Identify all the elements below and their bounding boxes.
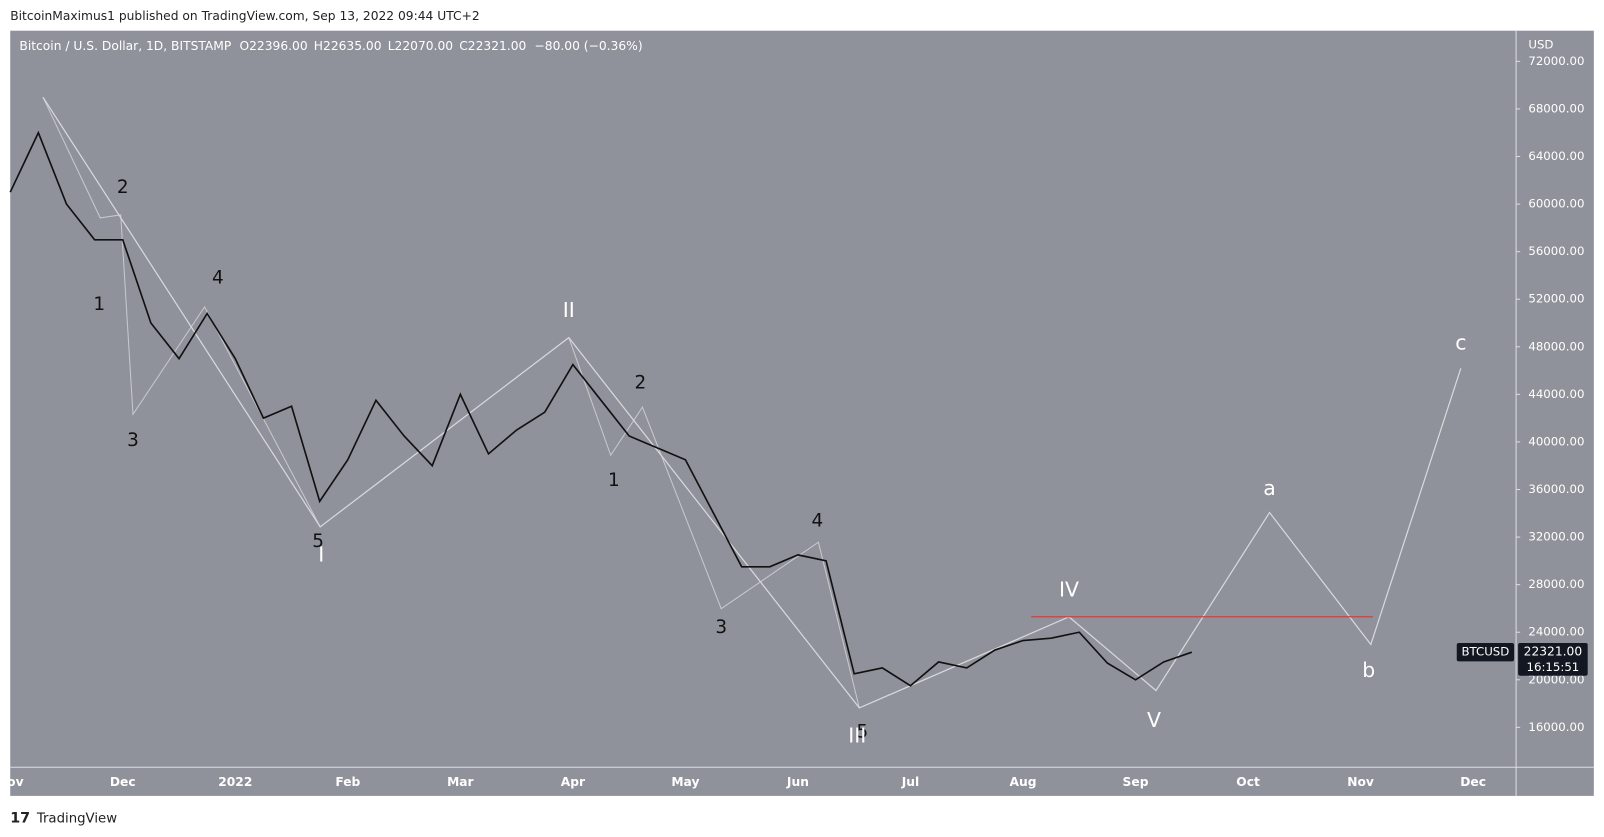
x-tick-label: Dec — [1460, 775, 1486, 789]
wave-label: IV — [1059, 577, 1079, 601]
wave-label: 2 — [635, 373, 647, 394]
x-tick-label: Nov — [1347, 775, 1374, 789]
symbol-title: Bitcoin / U.S. Dollar, 1D, BITSTAMP — [19, 39, 231, 53]
x-tick-label: 2022 — [218, 775, 252, 789]
wave-label: 5 — [312, 531, 324, 552]
wave-label: 3 — [715, 617, 727, 638]
x-tick-label: Dec — [110, 775, 136, 789]
ohlc-value: 22321.00 — [468, 39, 527, 53]
symbol-tag-text: BTCUSD — [1461, 645, 1509, 659]
x-tick-label: Aug — [1009, 775, 1036, 789]
ohlc-value: 22635.00 — [323, 39, 382, 53]
y-tick-label: 68000.00 — [1528, 101, 1584, 115]
wave-label: V — [1147, 708, 1161, 732]
y-tick-label: 28000.00 — [1528, 577, 1584, 591]
ohlc-key: C — [459, 39, 468, 53]
x-tick-label: Mar — [447, 775, 474, 789]
price-tag — [1518, 642, 1588, 676]
wave-label: a — [1263, 476, 1276, 500]
y-tick-label: 20000.00 — [1528, 672, 1584, 686]
y-tick-label: 64000.00 — [1528, 149, 1584, 163]
wave-label: III — [848, 724, 866, 748]
x-tick-label: Apr — [561, 775, 586, 789]
y-tick-label: 48000.00 — [1528, 339, 1584, 353]
wave-label: 3 — [127, 430, 139, 451]
x-tick-label: May — [671, 775, 699, 789]
price-line — [9, 130, 1193, 687]
x-tick-label: Jun — [786, 775, 809, 789]
countdown: 16:15:51 — [1527, 660, 1580, 674]
y-tick-label: 60000.00 — [1528, 197, 1584, 211]
wave-label: 1 — [93, 294, 105, 315]
y-tick-label: 36000.00 — [1528, 482, 1584, 496]
y-tick-label: 16000.00 — [1528, 720, 1584, 734]
y-tick-label: 32000.00 — [1528, 530, 1584, 544]
price-tag-text: 22321.00 — [1524, 645, 1583, 659]
minor-wave — [42, 96, 321, 528]
y-tick-label: 52000.00 — [1528, 292, 1584, 306]
wave-label: 2 — [117, 177, 129, 198]
change: −80.00 (−0.36%) — [535, 39, 643, 53]
wave-label: 4 — [812, 511, 824, 532]
publish-info: BitcoinMaximus1 published on TradingView… — [10, 9, 479, 23]
wave-label: 4 — [212, 267, 224, 288]
wave-label: c — [1455, 331, 1466, 355]
chart-background — [10, 30, 1594, 796]
y-axis-label: USD — [1528, 38, 1553, 52]
wave-label: II — [563, 298, 575, 322]
wave-label: 5 — [857, 721, 869, 742]
wave-label: b — [1362, 658, 1375, 682]
ohlc-key: H — [314, 39, 323, 53]
x-tick-label: Oct — [1236, 775, 1260, 789]
wave-label: I — [318, 542, 324, 566]
x-tick-label: Nov — [0, 775, 24, 789]
symbol-tag — [1456, 642, 1515, 662]
y-tick-label: 56000.00 — [1528, 244, 1584, 258]
minor-wave — [568, 337, 860, 709]
logo-mark: 17 — [10, 810, 30, 826]
wave-label: 1 — [608, 470, 620, 491]
x-tick-label: Jul — [901, 775, 920, 789]
ohlc-key: O — [239, 39, 249, 53]
y-tick-label: 40000.00 — [1528, 434, 1584, 448]
y-tick-label: 44000.00 — [1528, 387, 1584, 401]
y-tick-label: 72000.00 — [1528, 54, 1584, 68]
ohlc-value: 22070.00 — [395, 39, 454, 53]
ohlc-key: L — [388, 39, 395, 53]
symbol-legend: Bitcoin / U.S. Dollar, 1D, BITSTAMP O2239… — [19, 39, 642, 53]
brand: TradingView — [36, 811, 117, 826]
y-tick-label: 24000.00 — [1528, 625, 1584, 639]
ohlc-value: 22396.00 — [249, 39, 308, 53]
x-tick-label: Sep — [1123, 775, 1149, 789]
x-tick-label: Feb — [335, 775, 360, 789]
